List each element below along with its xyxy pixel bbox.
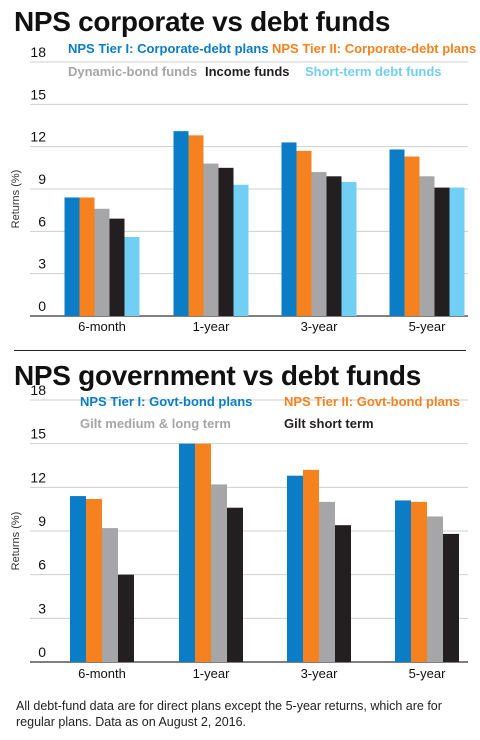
- section-divider: [14, 350, 466, 351]
- y-tick-label: 9: [38, 171, 46, 187]
- y-tick-label: 6: [38, 557, 46, 573]
- chart-1-title: NPS corporate vs debt funds: [14, 6, 391, 37]
- x-tick-label: 3-year: [301, 319, 339, 334]
- x-tick-label: 6-month: [78, 666, 126, 681]
- x-tick-label: 6-month: [78, 319, 126, 334]
- y-tick-label: 3: [38, 600, 46, 616]
- bar: [389, 149, 405, 316]
- y-tick-label: 3: [38, 256, 46, 272]
- bar: [233, 184, 249, 316]
- bar: [211, 484, 227, 662]
- bar: [94, 208, 110, 316]
- bar: [443, 533, 459, 662]
- bar: [303, 469, 319, 662]
- legend-entry: NPS Tier II: Govt-bond plans: [284, 394, 460, 409]
- bar: [434, 187, 450, 316]
- x-tick-label: 1-year: [193, 319, 231, 334]
- bar: [79, 197, 95, 316]
- bar: [341, 181, 357, 316]
- x-tick-label: 5-year: [409, 319, 447, 334]
- bar: [70, 496, 86, 662]
- chart-2-title: NPS government vs debt funds: [14, 360, 421, 391]
- x-tick-label: 1-year: [193, 666, 231, 681]
- bar: [109, 218, 125, 316]
- y-tick-label: 12: [30, 469, 46, 485]
- footnote: All debt-fund data are for direct plans …: [16, 699, 442, 729]
- y-tick-label: 15: [30, 426, 46, 442]
- y-tick-label: 9: [38, 513, 46, 529]
- legend-entry: NPS Tier I: Corporate-debt plans: [68, 41, 269, 56]
- bar: [179, 443, 195, 662]
- legend-entry: Gilt short term: [284, 416, 374, 431]
- bar: [124, 236, 140, 316]
- legend-entry: Dynamic-bond funds: [68, 64, 197, 79]
- y-axis-label: Returns (%): [10, 170, 22, 229]
- bar: [296, 150, 312, 316]
- y-tick-label: 15: [30, 86, 46, 102]
- bar: [311, 172, 327, 316]
- bar: [427, 516, 443, 662]
- bar: [102, 528, 118, 662]
- bar: [395, 500, 411, 662]
- legend-entry: Gilt medium & long term: [80, 416, 231, 431]
- y-tick-label: 18: [30, 44, 46, 60]
- bar: [404, 156, 420, 316]
- bar: [281, 142, 297, 316]
- bar: [287, 475, 303, 662]
- bar: [319, 501, 335, 662]
- bar: [86, 498, 102, 662]
- y-tick-label: 12: [30, 129, 46, 145]
- y-tick-label: 6: [38, 213, 46, 229]
- bar: [195, 443, 211, 662]
- bar: [64, 197, 80, 316]
- legend-entry: Income funds: [205, 64, 290, 79]
- bar: [227, 507, 243, 662]
- x-tick-label: 3-year: [301, 666, 339, 681]
- bar: [203, 163, 219, 316]
- x-tick-label: 5-year: [409, 666, 447, 681]
- chart-1-corporate: 0 3 6 9 12 15 18 Returns (%) 6-month 1-year 3-year…: [10, 41, 476, 334]
- bar: [118, 574, 134, 662]
- bar: [411, 501, 427, 662]
- bar: [449, 187, 465, 316]
- legend-entry: NPS Tier II: Corporate-debt plans: [272, 41, 476, 56]
- y-axis-label: Returns (%): [10, 512, 22, 571]
- bar: [173, 131, 189, 316]
- y-tick-label: 18: [30, 382, 46, 398]
- bar: [188, 135, 204, 316]
- legend-entry: NPS Tier I: Govt-bond plans: [80, 394, 252, 409]
- bar: [335, 525, 351, 662]
- bar: [218, 167, 234, 316]
- legend-entry: Short-term debt funds: [305, 64, 442, 79]
- bar: [326, 176, 342, 316]
- y-tick-label: 0: [38, 644, 46, 660]
- bar: [419, 176, 435, 316]
- y-tick-label: 0: [38, 298, 46, 314]
